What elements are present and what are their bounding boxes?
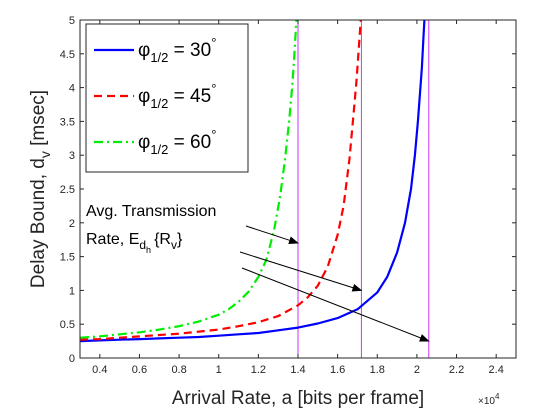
x-exponent-base: ×10: [478, 396, 495, 407]
x-tick-label: 1.6: [330, 364, 345, 376]
legend-degree: °: [211, 81, 216, 96]
y-tick-label: 0.5: [60, 319, 75, 331]
y-tick-label: 2: [69, 218, 75, 230]
y-axis-label-sub: v: [37, 151, 53, 158]
x-tick-label: 0.6: [132, 364, 147, 376]
x-tick-label: 2.2: [449, 364, 464, 376]
legend-symbol: φ: [138, 40, 150, 61]
annotation-brace-open: {R: [154, 231, 171, 248]
legend-label-3: φ1/2 = 60°: [138, 127, 216, 157]
y-tick-label: 4: [69, 83, 75, 95]
legend-value: = 60: [168, 132, 211, 153]
annotation: Avg. Transmission Rate, Edh{Rv}: [86, 203, 430, 342]
legend-label-2: φ1/2 = 45°: [138, 81, 216, 111]
x-axis-exponent: ×104: [478, 392, 500, 407]
y-axis-label: Delay Bound, dv [msec]: [28, 90, 53, 288]
y-tick-label: 3: [69, 150, 75, 162]
annotation-line1: Avg. Transmission: [86, 203, 216, 220]
legend-symbol: φ: [138, 132, 150, 153]
series-line-3: [80, 20, 298, 339]
x-tick-label: 0.8: [171, 364, 186, 376]
y-tick-label: 3.5: [60, 116, 75, 128]
annotation-line2: Rate, Edh{Rv}: [86, 231, 183, 255]
annotation-brace-sub: v: [171, 238, 177, 252]
x-axis-ticks: 0.4 0.6 0.8 1 1.2 1.4 1.6 1.8 2 2.2 2.4: [92, 20, 504, 376]
legend: φ1/2 = 30°φ1/2 = 45°φ1/2 = 60°: [85, 23, 249, 173]
x-tick-label: 2.4: [489, 364, 504, 376]
y-tick-label: 1: [69, 285, 75, 297]
annotation-subsub-h: h: [146, 245, 151, 255]
y-tick-label: 2.5: [60, 184, 75, 196]
y-axis-ticks: 0 0.5 1 1.5 2 2.5 3 3.5 4 4.5 5: [60, 15, 516, 365]
legend-subscript: 1/2: [150, 96, 168, 111]
annotation-sub-d: d: [139, 238, 146, 252]
x-tick-label: 1.8: [370, 364, 385, 376]
y-axis-label-main: Delay Bound, d: [28, 158, 49, 288]
annotation-arrow-2: [239, 251, 363, 292]
y-axis-label-units: [msec]: [28, 90, 49, 151]
legend-subscript: 1/2: [150, 50, 168, 65]
x-tick-label: 1: [216, 364, 222, 376]
legend-value: = 30: [168, 40, 211, 61]
capacity-lines: [297, 20, 430, 358]
annotation-arrow-1: [245, 225, 299, 245]
x-tick-label: 0.4: [92, 364, 107, 376]
y-tick-label: 4.5: [60, 49, 75, 61]
y-tick-label: 0: [69, 353, 75, 365]
series-line-1: [80, 20, 426, 343]
x-tick-label: 1.2: [251, 364, 266, 376]
x-tick-label: 1.4: [290, 364, 305, 376]
y-tick-label: 1.5: [60, 252, 75, 264]
annotation-rate-prefix: Rate, E: [86, 231, 139, 248]
legend-value: = 45: [168, 86, 211, 107]
legend-degree: °: [211, 35, 216, 50]
x-axis-label: Arrival Rate, a [bits per frame]: [172, 388, 424, 409]
legend-label-1: φ1/2 = 30°: [138, 35, 216, 65]
data-series: [80, 20, 426, 343]
annotation-arrow-3: [241, 267, 430, 342]
legend-symbol: φ: [138, 86, 150, 107]
legend-box: [85, 23, 249, 173]
x-exponent-power: 4: [495, 392, 500, 401]
legend-degree: °: [211, 127, 216, 142]
legend-subscript: 1/2: [150, 142, 168, 157]
y-tick-label: 5: [69, 15, 75, 27]
annotation-brace-close: }: [177, 231, 183, 248]
x-tick-label: 2: [414, 364, 420, 376]
